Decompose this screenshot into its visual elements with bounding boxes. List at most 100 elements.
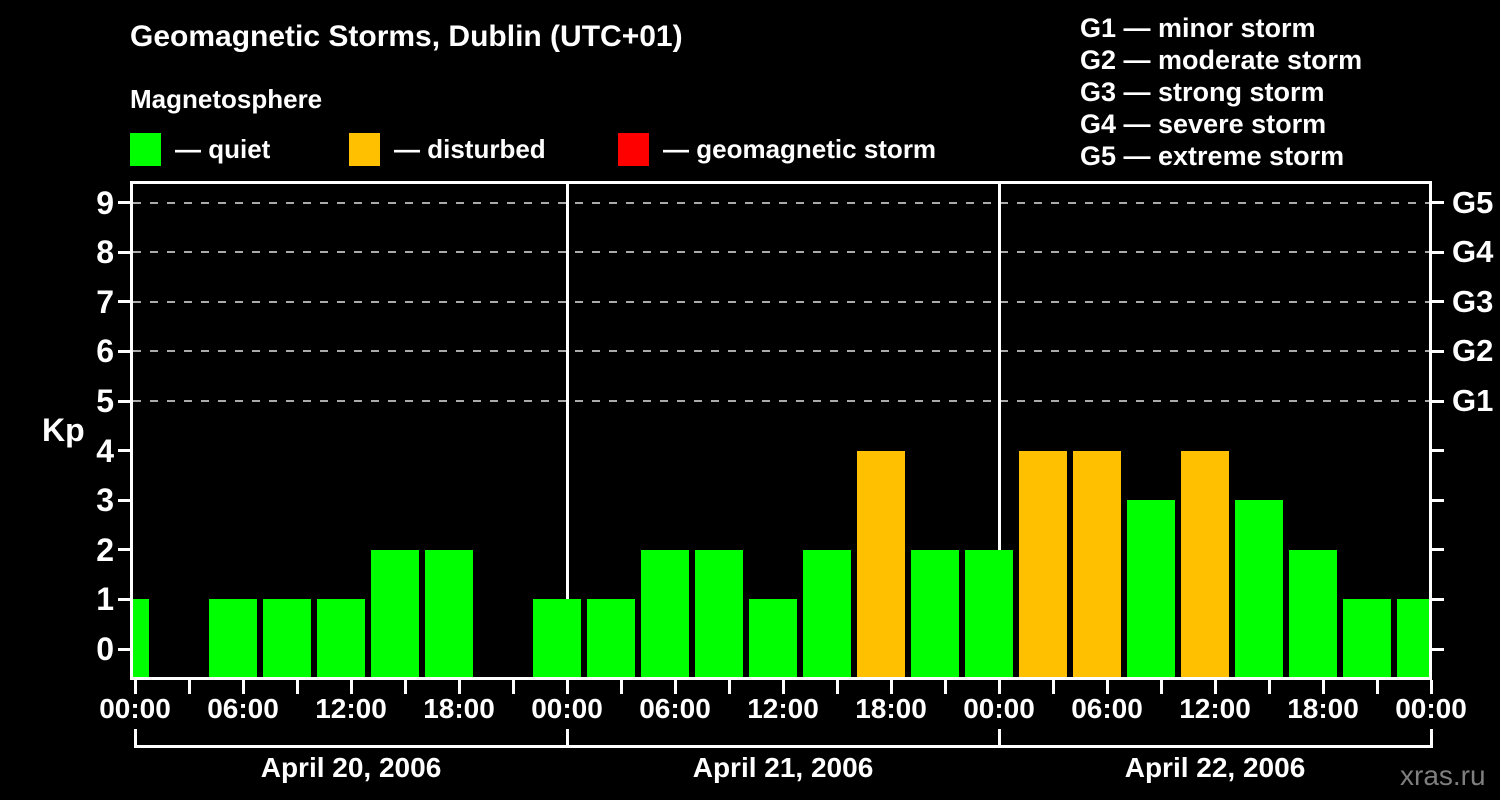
x-axis-tick — [403, 680, 407, 694]
g-scale-label: G4 — [1452, 234, 1494, 270]
y-tick-label: 3 — [96, 482, 114, 519]
legend-item: — quiet — [130, 132, 270, 166]
g-scale-label: G2 — [1452, 333, 1494, 369]
right-axis-tick — [1432, 647, 1444, 651]
kp-bar — [749, 599, 797, 677]
x-axis-tick — [1051, 680, 1055, 694]
x-tick-label: 00:00 — [531, 693, 603, 724]
g-scale-label: G5 — [1452, 184, 1494, 220]
y-axis-tick — [118, 597, 130, 601]
x-axis-tick — [1267, 680, 1271, 694]
y-tick-label: 2 — [96, 531, 114, 568]
dashed-gridline-kp8 — [133, 251, 1429, 254]
magnetosphere-label: Magnetosphere — [130, 84, 323, 114]
x-tick-label: 18:00 — [423, 693, 495, 724]
kp-bar — [1127, 500, 1175, 677]
kp-bar — [1073, 450, 1121, 677]
kp-bar — [371, 549, 419, 677]
x-axis-tick — [1213, 680, 1217, 694]
kp-bar — [317, 599, 365, 677]
y-tick-label: 0 — [96, 631, 114, 667]
y-axis-tick — [118, 300, 130, 304]
day-bracket-cap — [1429, 729, 1433, 748]
kp-bar — [587, 599, 635, 677]
kp-bar — [133, 599, 149, 677]
legend-item-label: — quiet — [175, 133, 271, 164]
kp-bar — [1235, 500, 1283, 677]
quiet-swatch — [130, 132, 161, 166]
y-axis-tick — [118, 250, 130, 254]
kp-bar — [965, 549, 1013, 677]
x-axis-tick — [295, 680, 299, 694]
dashed-gridline-kp5 — [133, 400, 1429, 402]
legend-item-label: — geomagnetic storm — [663, 133, 937, 164]
right-axis-tick — [1432, 349, 1444, 353]
right-axis-tick — [1432, 449, 1444, 453]
legend-item-label: — disturbed — [394, 133, 546, 164]
right-axis-tick — [1432, 250, 1444, 254]
g-scale-label: G1 — [1452, 383, 1494, 418]
kp-bar — [533, 599, 581, 677]
y-axis-tick — [118, 201, 130, 205]
kp-bar — [425, 549, 473, 677]
plot-frame — [130, 181, 1432, 680]
kp-bar — [857, 450, 905, 677]
x-axis-tick — [943, 680, 947, 694]
right-axis-tick — [1432, 399, 1444, 403]
x-tick-label: 00:00 — [99, 693, 171, 724]
y-axis-tick — [118, 449, 130, 453]
dashed-gridline-kp6 — [133, 350, 1429, 353]
kp-bar — [1289, 549, 1337, 677]
x-axis-tick — [835, 680, 839, 694]
x-tick-label: 06:00 — [1071, 693, 1143, 724]
x-axis-tick — [727, 680, 731, 694]
x-tick-label: 00:00 — [1395, 693, 1467, 724]
day-separator-line — [997, 184, 1001, 677]
x-tick-label: 06:00 — [207, 693, 279, 724]
right-axis-tick — [1432, 300, 1444, 304]
right-axis-tick — [1432, 548, 1444, 552]
y-tick-label: 4 — [96, 432, 114, 469]
day-bracket — [133, 745, 1433, 748]
x-tick-label: 06:00 — [639, 693, 711, 724]
y-tick-label: 5 — [96, 383, 114, 419]
right-axis-tick — [1432, 498, 1444, 502]
y-axis-tick — [118, 349, 130, 353]
kp-bar — [803, 549, 851, 677]
legend-item: — geomagnetic storm — [618, 132, 936, 166]
right-axis-tick — [1432, 201, 1444, 205]
dashed-gridline-kp7 — [133, 300, 1429, 303]
y-tick-label: 7 — [96, 283, 114, 320]
storm-swatch — [618, 132, 649, 166]
g-scale-label: G3 — [1452, 283, 1494, 319]
y-axis-tick — [118, 498, 130, 502]
dashed-gridline-kp9 — [133, 201, 1429, 204]
day-label: April 21, 2006 — [692, 752, 874, 783]
x-axis-tick — [1159, 680, 1163, 694]
plot-area — [133, 184, 1429, 677]
y-tick-label: 6 — [96, 333, 114, 370]
storm-scale-legend-line: G2 — moderate storm — [1080, 45, 1363, 75]
y-axis-title: Kp — [42, 412, 85, 448]
kp-bar — [209, 599, 257, 677]
x-axis-tick — [187, 680, 191, 694]
day-bracket-cap — [133, 729, 137, 748]
kp-bar — [1181, 450, 1229, 677]
x-axis-tick — [781, 680, 785, 694]
x-axis-tick — [565, 680, 569, 694]
day-label: April 22, 2006 — [1124, 752, 1306, 783]
x-axis-tick — [1375, 680, 1379, 694]
x-tick-label: 12:00 — [1179, 693, 1251, 724]
x-axis-tick — [1321, 680, 1325, 694]
x-axis-tick — [133, 680, 137, 694]
x-tick-label: 18:00 — [1287, 693, 1359, 724]
x-tick-label: 12:00 — [747, 693, 819, 724]
kp-bar — [1343, 599, 1391, 677]
storm-scale-legend: G1 — minor storm G2 — moderate storm G3 — … — [1080, 12, 1362, 172]
kp-bar — [1019, 450, 1067, 677]
x-tick-label: 00:00 — [963, 693, 1035, 724]
x-axis-tick — [241, 680, 245, 694]
day-bracket-cap — [997, 729, 1001, 748]
y-tick-label: 9 — [96, 184, 114, 221]
storm-scale-legend-line: G4 — severe storm — [1080, 109, 1327, 139]
